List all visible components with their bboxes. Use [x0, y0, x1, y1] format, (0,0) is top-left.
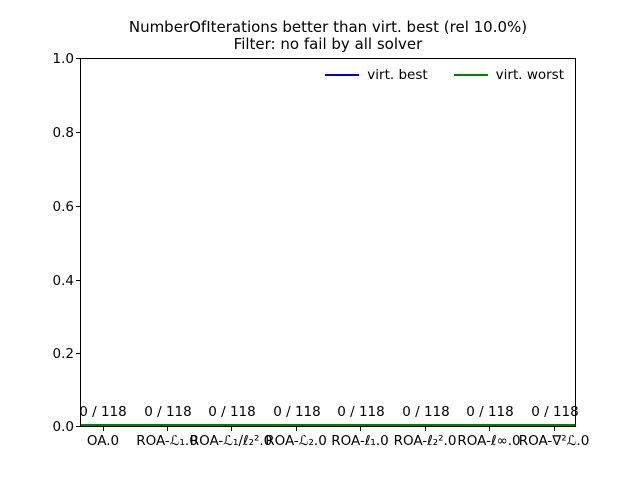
count-annotation: 0 / 118	[337, 404, 385, 420]
legend-item-virt-best: virt. best	[325, 67, 428, 83]
y-tick-label: 1.0	[52, 51, 74, 67]
count-annotation: 0 / 118	[531, 404, 579, 420]
count-annotation: 0 / 118	[273, 404, 321, 420]
plot-area: virt. best virt. worst 0 / 118 0 / 118 0…	[79, 58, 579, 427]
x-tick-label: ROA-ℒ₁/ℓ₂².0	[189, 433, 273, 449]
x-tick-mark	[489, 427, 490, 431]
x-tick-label: ROA-ℒ₁.0	[136, 433, 198, 449]
legend-label: virt. best	[367, 67, 428, 83]
x-tick-mark	[425, 427, 426, 431]
x-tick-mark	[231, 427, 232, 431]
count-annotation: 0 / 118	[79, 404, 127, 420]
count-annotation: 0 / 118	[208, 404, 256, 420]
x-tick-label: ROA-ℒ₂.0	[265, 433, 327, 449]
y-tick-mark	[76, 353, 80, 354]
y-tick-mark	[76, 426, 80, 427]
legend-label: virt. worst	[495, 67, 564, 83]
title-block: NumberOfIterations better than virt. bes…	[80, 19, 576, 53]
y-tick-label: 0.0	[52, 419, 74, 435]
count-annotation: 0 / 118	[466, 404, 514, 420]
x-tick-mark	[296, 427, 297, 431]
x-tick-label: ROA-ℓ∞.0	[457, 433, 521, 449]
x-tick-label: ROA-ℓ₁.0	[331, 433, 389, 449]
x-tick-mark	[360, 427, 361, 431]
y-tick-mark	[76, 206, 80, 207]
x-tick-label: ROA-∇²ℒ.0	[518, 433, 590, 449]
legend-line-sample-blue	[325, 74, 360, 76]
count-annotation: 0 / 118	[144, 404, 192, 420]
chart-subtitle: Filter: no fail by all solver	[233, 35, 423, 53]
x-tick-mark	[167, 427, 168, 431]
y-tick-label: 0.2	[52, 346, 74, 362]
series-line-virt-worst	[81, 424, 575, 426]
count-annotation: 0 / 118	[402, 404, 450, 420]
y-tick-mark	[76, 58, 80, 59]
chart-title: NumberOfIterations better than virt. bes…	[128, 18, 528, 36]
x-tick-label: OA.0	[86, 433, 120, 449]
legend: virt. best virt. worst	[325, 67, 564, 83]
x-tick-mark	[554, 427, 555, 431]
legend-item-virt-worst: virt. worst	[453, 67, 564, 83]
y-tick-label: 0.6	[52, 199, 74, 215]
y-tick-label: 0.4	[52, 273, 74, 289]
x-tick-mark	[103, 427, 104, 431]
y-tick-mark	[76, 280, 80, 281]
legend-line-sample-green	[453, 74, 488, 76]
y-tick-mark	[76, 132, 80, 133]
y-tick-label: 0.8	[52, 125, 74, 141]
x-tick-label: ROA-ℓ₂².0	[393, 433, 457, 449]
